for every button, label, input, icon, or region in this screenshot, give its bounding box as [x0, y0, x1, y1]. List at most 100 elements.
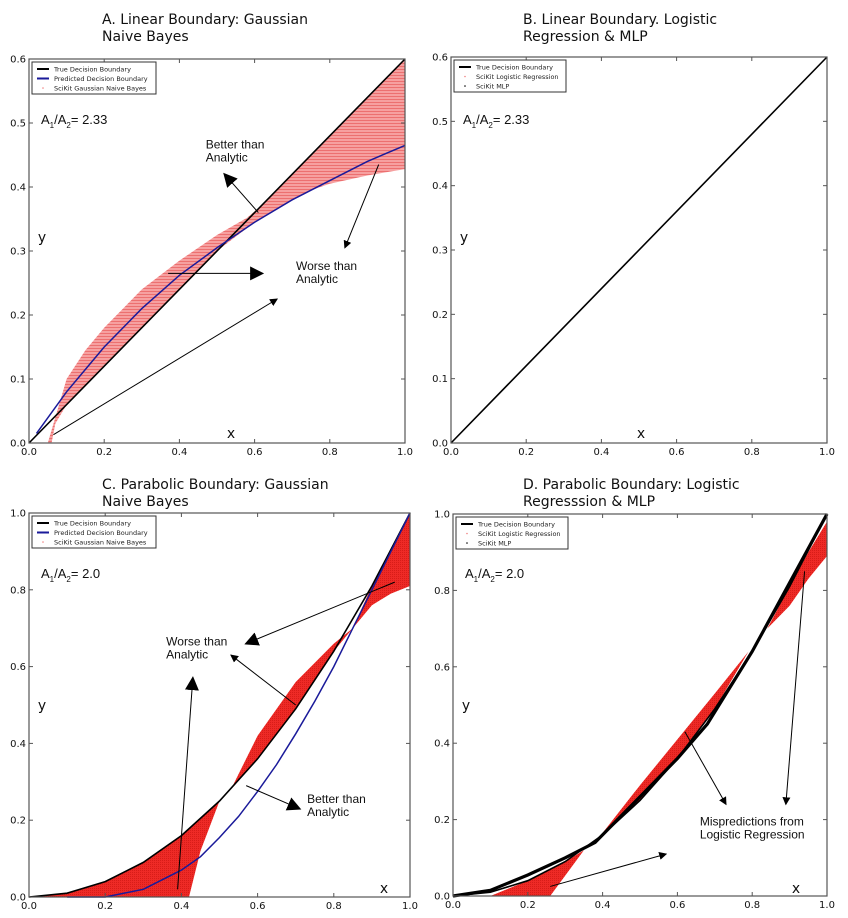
annotation-text: Analytic — [296, 272, 338, 286]
misprediction-region — [595, 651, 749, 843]
x-tick-label: 0.4 — [593, 447, 609, 458]
x-tick-label: 0.6 — [247, 447, 263, 458]
ratio-slash: /A — [54, 112, 67, 127]
y-tick-label: 0.2 — [434, 815, 450, 826]
y-tick-label: 0.6 — [10, 55, 26, 66]
legend-entry-label: SciKit MLP — [476, 82, 509, 90]
ratio-a1: A — [465, 566, 474, 581]
annotation-text: Analytic — [307, 805, 349, 819]
ratio-label: A1/A2= 2.33 — [463, 112, 529, 130]
x-tick-label: 0.6 — [669, 900, 685, 911]
ratio-slash: /A — [478, 566, 491, 581]
chart-title-line: Naive Bayes — [102, 29, 189, 45]
ratio-value: = 2.0 — [71, 566, 100, 581]
misprediction-region — [29, 789, 231, 897]
x-tick-label: 0.8 — [744, 900, 760, 911]
ratio-sub2: 2 — [66, 575, 71, 584]
annotation-text: Worse than — [166, 634, 227, 648]
legend-entry-label: SciKit Gaussian Naive Bayes — [54, 538, 147, 546]
chart-title-line: Regresssion & MLP — [523, 494, 655, 510]
x-tick-label: 0.2 — [97, 901, 113, 912]
legend: True Decision Boundary SciKit Logistic Re… — [453, 59, 567, 93]
ratio-value: = 2.33 — [71, 112, 108, 127]
annotation-arrow — [245, 785, 302, 811]
annotation-arrow — [550, 852, 668, 887]
misprediction-regions — [490, 521, 827, 896]
series-true-decision-boundary — [28, 58, 406, 444]
x-tick-label: 1.0 — [819, 447, 835, 458]
y-tick-label: 0.6 — [10, 662, 26, 673]
legend-dot-swatch — [464, 85, 466, 87]
x-tick-label: 0.4 — [595, 900, 611, 911]
panel-d: D. Parabolic Boundary: LogisticRegresssi… — [434, 477, 835, 911]
x-tick-label: 1.0 — [402, 901, 418, 912]
x-tick-label: 0.0 — [21, 447, 37, 458]
chart-title-line: Naive Bayes — [102, 494, 189, 510]
misprediction-region — [767, 521, 827, 629]
y-tick-label: 0.4 — [432, 181, 448, 192]
legend-entry-label: SciKit MLP — [478, 539, 511, 547]
x-axis-label: x — [637, 426, 645, 442]
legend: True Decision Boundary SciKit Logistic Re… — [455, 516, 569, 550]
x-tick-label: 0.2 — [518, 447, 534, 458]
plot-frame — [452, 513, 828, 897]
ratio-sub1: 1 — [474, 575, 479, 584]
x-tick-label: 0.0 — [443, 447, 459, 458]
series-true-decision-boundary — [28, 512, 411, 898]
annotation-text: Better than — [206, 138, 265, 152]
annotation-arrow — [343, 164, 380, 249]
legend: True Decision Boundary Predicted Decision… — [31, 515, 157, 549]
annotation-text: Mispredictions from — [700, 814, 804, 828]
ratio-a1: A — [463, 112, 472, 127]
y-tick-label: 0.0 — [434, 892, 450, 903]
legend-box — [31, 515, 157, 549]
y-tick-label: 0.0 — [10, 439, 26, 450]
legend-entry-label: SciKit Logistic Regression — [476, 73, 559, 81]
legend-dot-swatch — [42, 541, 44, 543]
annotation-arrow — [177, 676, 199, 890]
ratio-slash: /A — [476, 112, 489, 127]
ratio-value: = 2.33 — [493, 112, 530, 127]
legend-entry-label: SciKit Gaussian Naive Bayes — [54, 84, 147, 92]
ratio-sub2: 2 — [66, 121, 71, 130]
y-axis-label: y — [38, 698, 46, 714]
annotation-text: Analytic — [206, 151, 248, 165]
chart-title-line: D. Parabolic Boundary: Logistic — [523, 477, 740, 493]
series-true-decision-boundary — [450, 56, 828, 444]
legend-dot-swatch — [464, 75, 466, 78]
annotation-arrow — [684, 731, 727, 806]
ratio-label: A1/A2= 2.0 — [41, 566, 100, 584]
y-tick-label: 0.6 — [432, 53, 448, 64]
x-tick-label: 0.6 — [669, 447, 685, 458]
legend-entry-label: SciKit Logistic Regression — [478, 530, 561, 538]
annotation-arrow — [230, 654, 297, 706]
x-tick-label: 0.8 — [322, 447, 338, 458]
legend-entry-label: Predicted Decision Boundary — [54, 75, 148, 83]
misprediction-region — [230, 628, 353, 790]
y-tick-label: 0.1 — [432, 374, 448, 385]
legend-entry-label: Predicted Decision Boundary — [54, 529, 148, 537]
y-tick-label: 0.5 — [10, 119, 26, 130]
y-tick-label: 1.0 — [434, 510, 450, 521]
legend-entry-label: True Decision Boundary — [475, 63, 553, 71]
ratio-label: A1/A2= 2.0 — [465, 566, 524, 584]
ratio-a1: A — [41, 566, 50, 581]
misprediction-region — [490, 850, 584, 896]
x-axis-label: x — [227, 426, 235, 442]
y-tick-label: 0.1 — [10, 375, 26, 386]
x-tick-label: 0.0 — [21, 901, 37, 912]
legend-dot-swatch — [42, 87, 44, 89]
y-tick-label: 0.0 — [10, 893, 26, 904]
legend-box — [31, 61, 157, 95]
y-tick-label: 0.4 — [10, 739, 26, 750]
ratio-sub1: 1 — [472, 121, 477, 130]
annotation-arrow — [244, 581, 395, 646]
ratio-sub2: 2 — [490, 575, 495, 584]
x-axis-label: x — [792, 881, 800, 897]
legend-dot-swatch — [466, 542, 468, 544]
y-tick-label: 0.4 — [10, 183, 26, 194]
x-tick-label: 0.0 — [445, 900, 461, 911]
chart-title-line: Regression & MLP — [523, 29, 648, 45]
